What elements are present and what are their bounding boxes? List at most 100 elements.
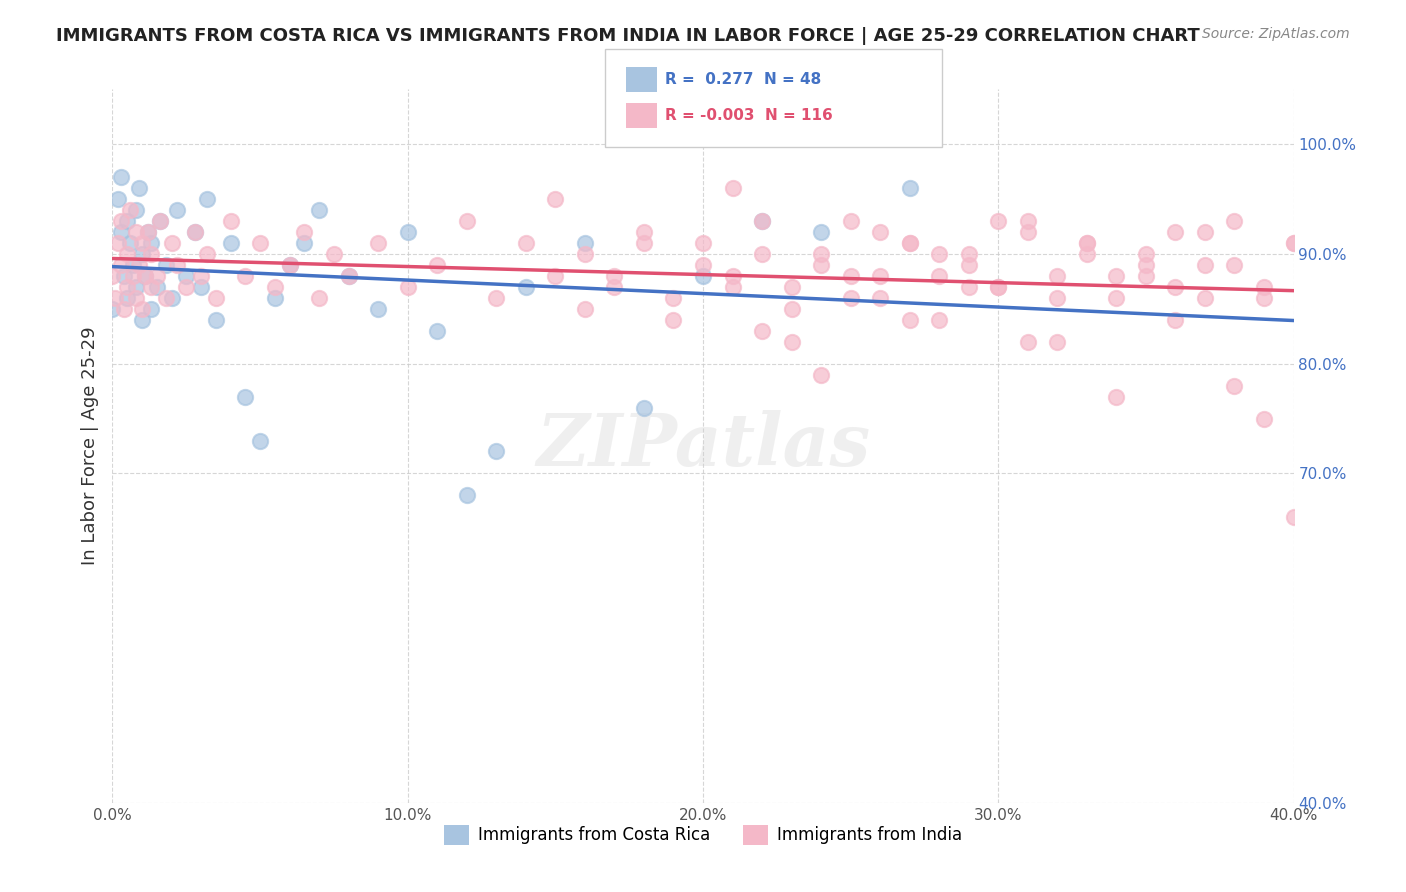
Point	[149, 214, 172, 228]
Point	[1282, 235, 1305, 250]
Point	[1194, 291, 1216, 305]
Point	[131, 312, 153, 326]
Point	[957, 280, 980, 294]
Point	[898, 235, 921, 250]
Point	[1164, 312, 1187, 326]
Point	[692, 235, 714, 250]
Point	[323, 247, 346, 261]
Point	[426, 324, 449, 338]
Point	[1253, 280, 1275, 294]
Point	[125, 202, 148, 217]
Point	[839, 214, 862, 228]
Point	[337, 268, 360, 283]
Point	[751, 214, 773, 228]
Point	[1135, 258, 1157, 272]
Point	[233, 268, 256, 283]
Point	[184, 225, 207, 239]
Point	[1282, 510, 1305, 524]
Point	[810, 247, 832, 261]
Point	[574, 235, 596, 250]
Point	[515, 280, 537, 294]
Point	[120, 235, 142, 250]
Point	[1194, 225, 1216, 239]
Point	[1253, 291, 1275, 305]
Point	[751, 247, 773, 261]
Point	[603, 280, 626, 294]
Point	[125, 225, 148, 239]
Text: R = -0.003  N = 116: R = -0.003 N = 116	[665, 108, 832, 122]
Point	[160, 235, 183, 250]
Point	[1076, 235, 1098, 250]
Point	[1135, 268, 1157, 283]
Point	[633, 225, 655, 239]
Point	[515, 235, 537, 250]
Point	[139, 235, 162, 250]
Point	[112, 301, 135, 316]
Point	[544, 192, 567, 206]
Point	[692, 268, 714, 283]
Point	[1164, 280, 1187, 294]
Point	[1223, 378, 1246, 392]
Point	[1105, 390, 1128, 404]
Point	[107, 235, 129, 250]
Point	[603, 268, 626, 283]
Point	[485, 291, 508, 305]
Point	[292, 225, 315, 239]
Point	[190, 268, 212, 283]
Point	[574, 301, 596, 316]
Point	[456, 488, 478, 502]
Point	[1105, 291, 1128, 305]
Point	[839, 291, 862, 305]
Point	[1194, 258, 1216, 272]
Text: IMMIGRANTS FROM COSTA RICA VS IMMIGRANTS FROM INDIA IN LABOR FORCE | AGE 25-29 C: IMMIGRANTS FROM COSTA RICA VS IMMIGRANTS…	[56, 27, 1199, 45]
Point	[898, 181, 921, 195]
Point	[155, 258, 177, 272]
Point	[249, 434, 271, 448]
Point	[928, 268, 950, 283]
Point	[146, 280, 169, 294]
Point	[1253, 411, 1275, 425]
Point	[136, 225, 159, 239]
Point	[1046, 268, 1069, 283]
Point	[174, 268, 197, 283]
Point	[987, 280, 1010, 294]
Point	[117, 280, 138, 294]
Point	[1046, 291, 1069, 305]
Point	[249, 235, 271, 250]
Point	[264, 291, 287, 305]
Point	[1017, 334, 1039, 349]
Point	[633, 235, 655, 250]
Point	[633, 401, 655, 415]
Point	[110, 214, 132, 228]
Point	[928, 312, 950, 326]
Point	[987, 280, 1010, 294]
Text: ZIPatlas: ZIPatlas	[536, 410, 870, 482]
Point	[337, 268, 360, 283]
Point	[957, 247, 980, 261]
Point	[128, 181, 150, 195]
Point	[1105, 268, 1128, 283]
Point	[278, 258, 301, 272]
Point	[780, 280, 803, 294]
Point	[396, 225, 419, 239]
Point	[278, 258, 301, 272]
Point	[134, 268, 156, 283]
Point	[264, 280, 287, 294]
Point	[456, 214, 478, 228]
Point	[155, 291, 177, 305]
Point	[205, 312, 228, 326]
Point	[131, 301, 153, 316]
Point	[692, 258, 714, 272]
Point	[166, 202, 188, 217]
Point	[426, 258, 449, 272]
Point	[1164, 225, 1187, 239]
Point	[810, 368, 832, 382]
Point	[131, 247, 153, 261]
Point	[107, 192, 129, 206]
Point	[1076, 247, 1098, 261]
Point	[117, 291, 138, 305]
Point	[1017, 225, 1039, 239]
Point	[122, 258, 145, 272]
Point	[869, 291, 891, 305]
Point	[125, 291, 148, 305]
